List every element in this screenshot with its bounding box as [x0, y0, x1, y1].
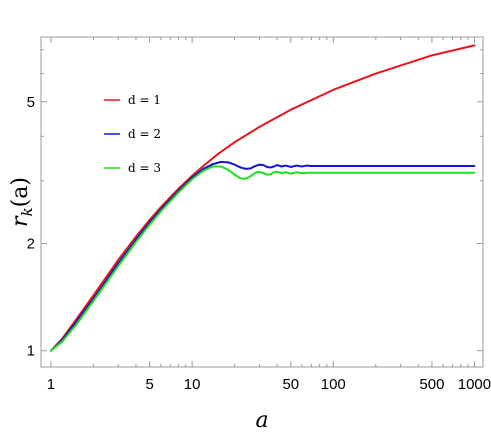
y-axis-label-main: r: [8, 215, 33, 227]
series-line-d3: [49, 165, 476, 352]
series-layer: [49, 44, 476, 352]
x-tick-label: 1000: [458, 376, 491, 393]
x-tick-label: 5: [145, 376, 153, 393]
x-axis-label: a: [255, 408, 268, 433]
x-tick-label: 100: [321, 376, 346, 393]
y-axis-label-sub: k: [18, 207, 36, 216]
legend-label: d = 2: [128, 127, 161, 141]
legend-label: d = 3: [128, 161, 161, 175]
y-tick-label: 1: [27, 343, 35, 360]
x-tick-label: 10: [184, 376, 201, 393]
legend-label: d = 1: [128, 93, 161, 107]
series-line-d1: [49, 44, 476, 352]
legend: d = 1 d = 2 d = 3: [104, 93, 161, 175]
y-axis-label: rk(a): [8, 177, 36, 227]
plot-frame: [40, 36, 484, 368]
y-tick-label: 2: [27, 235, 35, 252]
x-tick-label: 1: [47, 376, 55, 393]
y-tick-label: 5: [27, 94, 35, 111]
x-axis: 1 5 10 50 100 500 1000: [47, 37, 491, 393]
y-axis: 1 2 5: [27, 49, 483, 360]
x-tick-label: 50: [282, 376, 299, 393]
y-axis-label-arg: (a): [8, 177, 33, 207]
series-line-d2: [49, 160, 476, 352]
x-tick-label: 500: [419, 376, 444, 393]
